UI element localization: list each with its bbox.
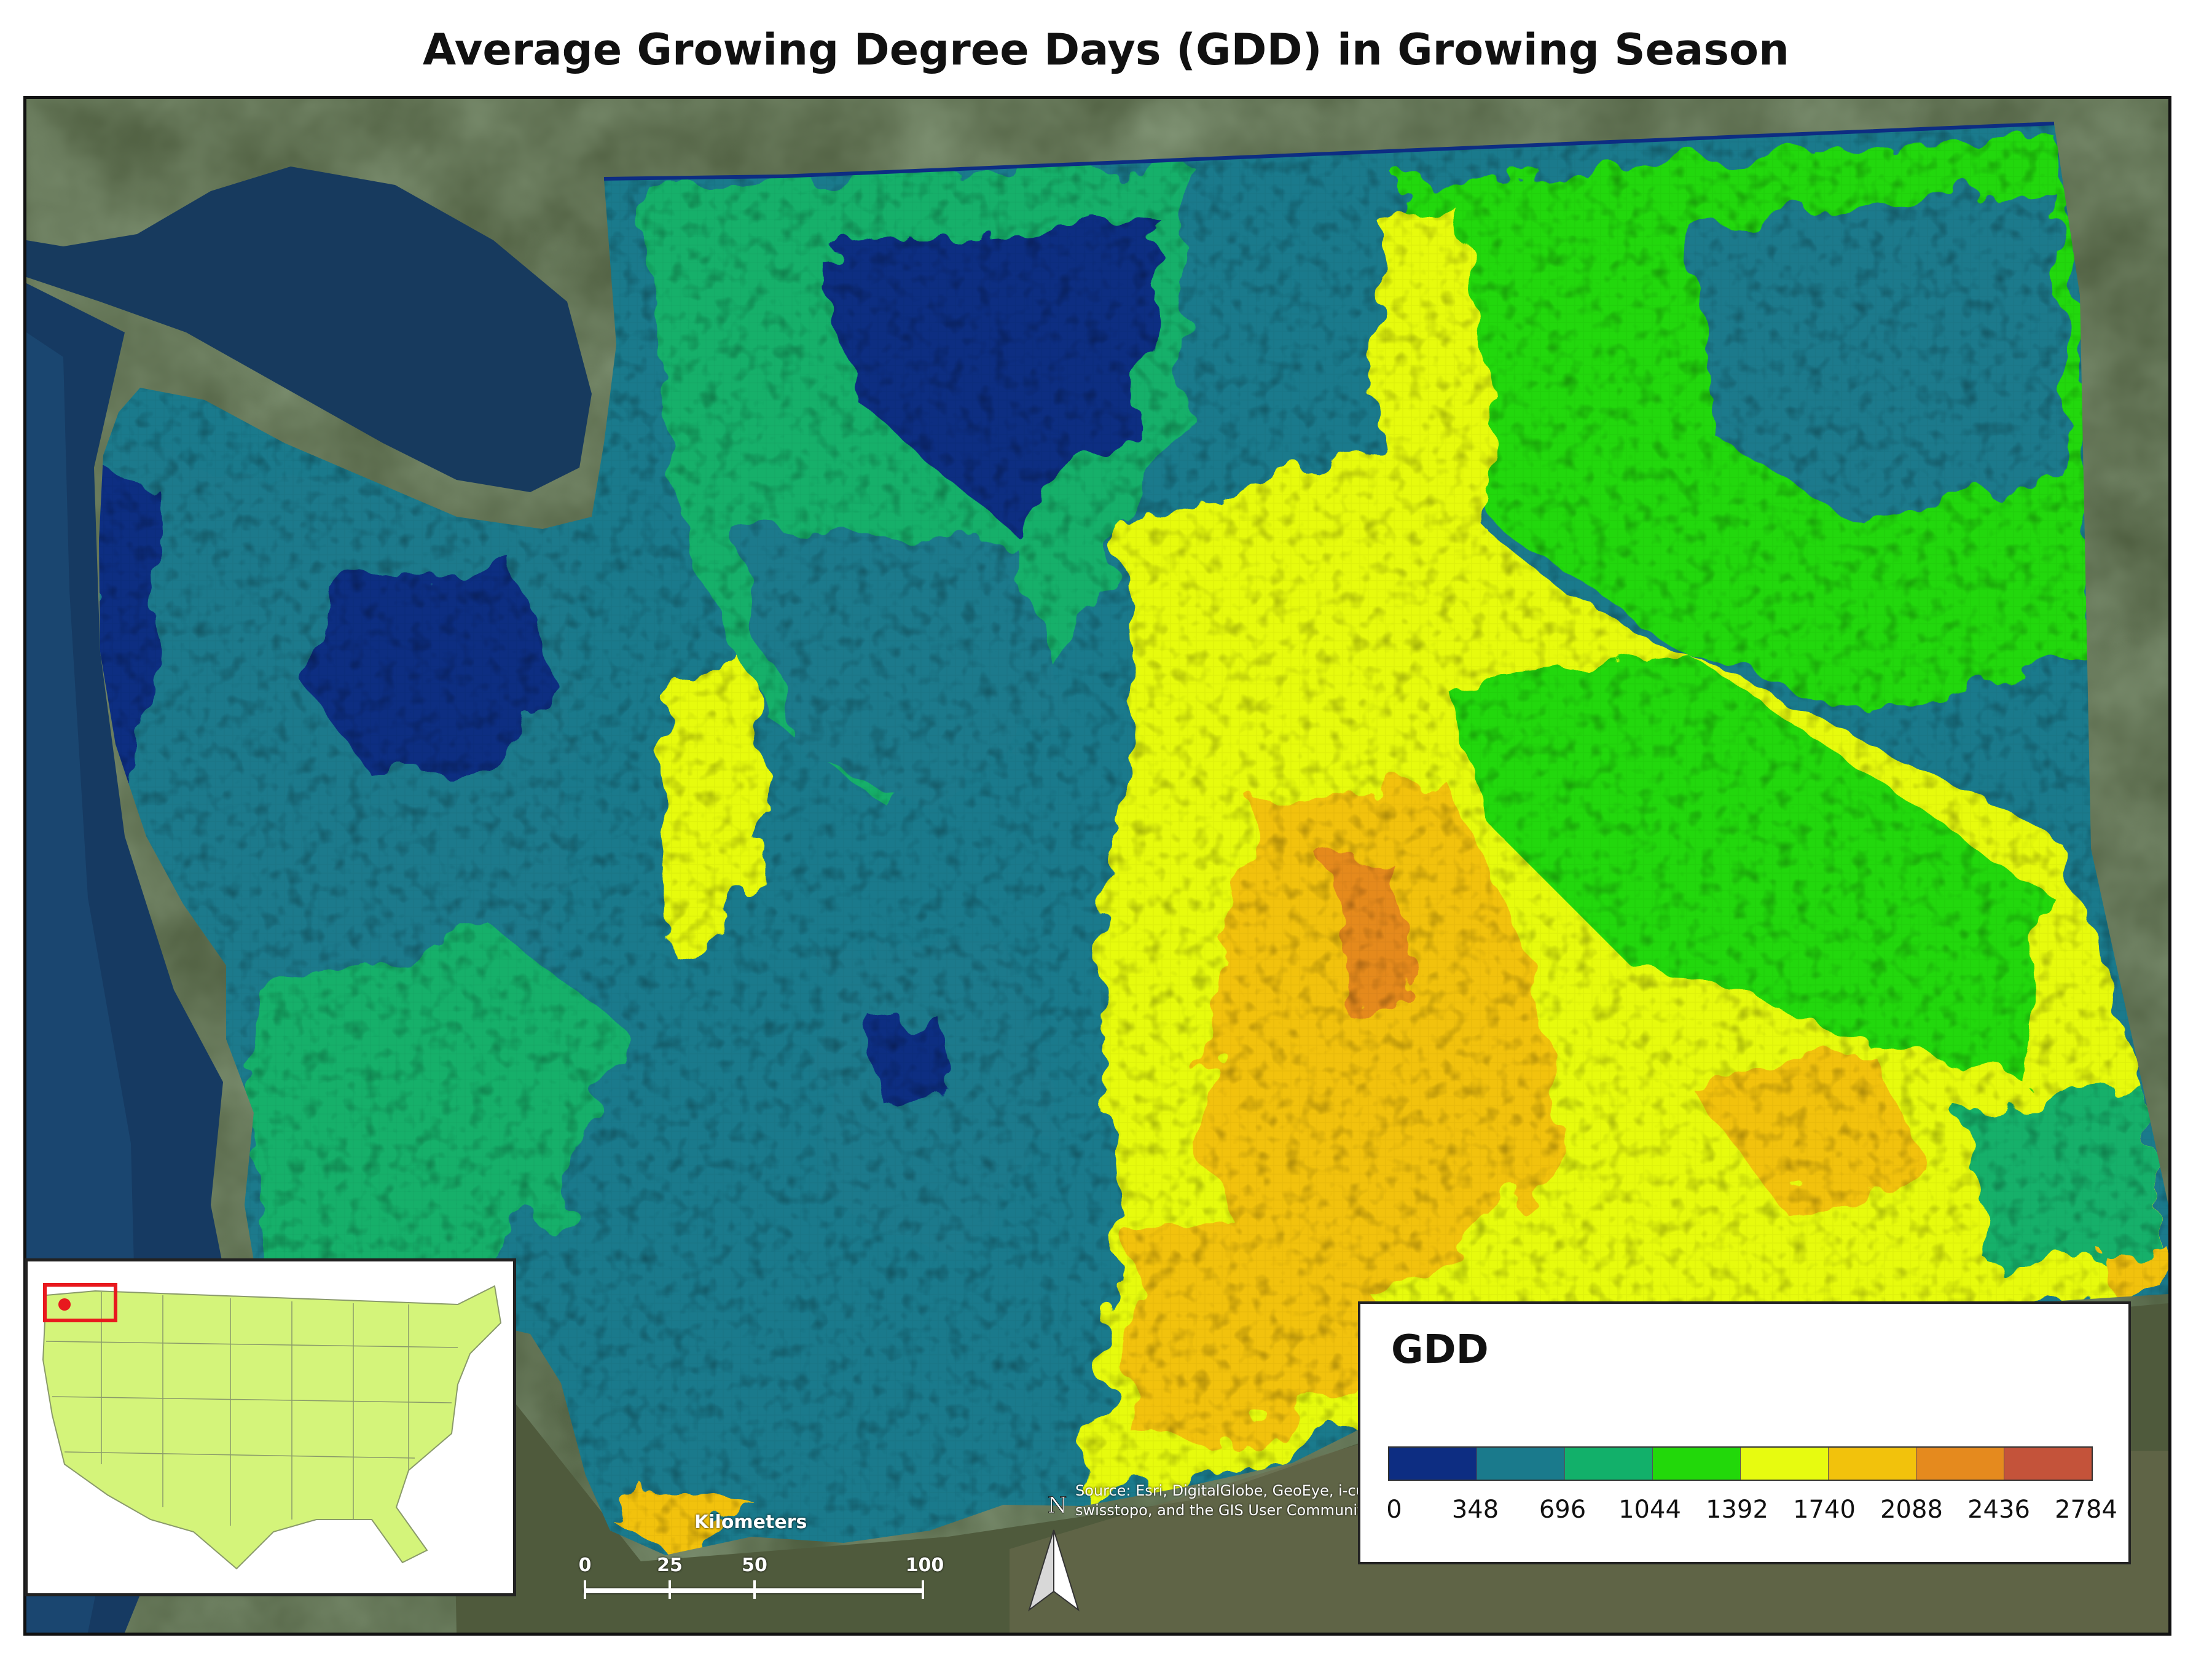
- legend-tick-0: 0: [1386, 1496, 1402, 1524]
- legend: GDD 0 348 696 1044 1392 1740 2088 2436 2784: [1358, 1301, 2131, 1564]
- legend-tick-2: 696: [1539, 1496, 1586, 1524]
- inset-locator-map: [25, 1258, 516, 1596]
- legend-swatch-0: [1389, 1448, 1477, 1480]
- legend-tick-6: 2088: [1880, 1496, 1943, 1524]
- scale-label-0: 0: [578, 1555, 592, 1576]
- legend-swatch-7: [2004, 1448, 2092, 1480]
- legend-tick-5: 1740: [1793, 1496, 1856, 1524]
- legend-swatch-3: [1653, 1448, 1741, 1480]
- legend-swatch-2: [1565, 1448, 1653, 1480]
- legend-tick-4: 1392: [1706, 1496, 1768, 1524]
- legend-swatch-6: [1916, 1448, 2004, 1480]
- washington-marker-icon: [58, 1298, 71, 1311]
- scale-bar: Kilometers 0 25 50 100: [565, 1512, 995, 1622]
- scale-label-50: 50: [742, 1555, 767, 1576]
- washington-highlight: [43, 1283, 117, 1322]
- legend-tick-1: 348: [1451, 1496, 1499, 1524]
- scale-tick: [669, 1580, 671, 1599]
- scale-label-100: 100: [905, 1555, 944, 1576]
- legend-tick-7: 2436: [1967, 1496, 2030, 1524]
- state-borders: [45, 1292, 458, 1526]
- legend-swatch-5: [1829, 1448, 1916, 1480]
- north-label: N: [1048, 1493, 1067, 1518]
- northern-border-line: [603, 122, 2055, 181]
- legend-tick-labels: 0 348 696 1044 1392 1740 2088 2436 2784: [1360, 1496, 2128, 1532]
- scale-tick: [584, 1580, 586, 1599]
- legend-color-ramp: [1388, 1446, 2093, 1481]
- legend-tick-3: 1044: [1618, 1496, 1681, 1524]
- legend-swatch-4: [1741, 1448, 1829, 1480]
- scale-bar-title: Kilometers: [694, 1512, 807, 1533]
- scale-tick: [922, 1580, 924, 1599]
- legend-tick-8: 2784: [2055, 1496, 2117, 1524]
- scale-tick: [753, 1580, 756, 1599]
- north-arrow: N: [1023, 1487, 1091, 1616]
- inset-map-canvas: [42, 1283, 502, 1570]
- north-arrow-icon: N: [1028, 1493, 1080, 1612]
- scale-label-25: 25: [657, 1555, 683, 1576]
- legend-swatch-1: [1477, 1448, 1565, 1480]
- legend-title: GDD: [1391, 1327, 1489, 1373]
- map-title: Average Growing Degree Days (GDD) in Gro…: [423, 25, 1789, 75]
- usa-outline: [42, 1285, 502, 1570]
